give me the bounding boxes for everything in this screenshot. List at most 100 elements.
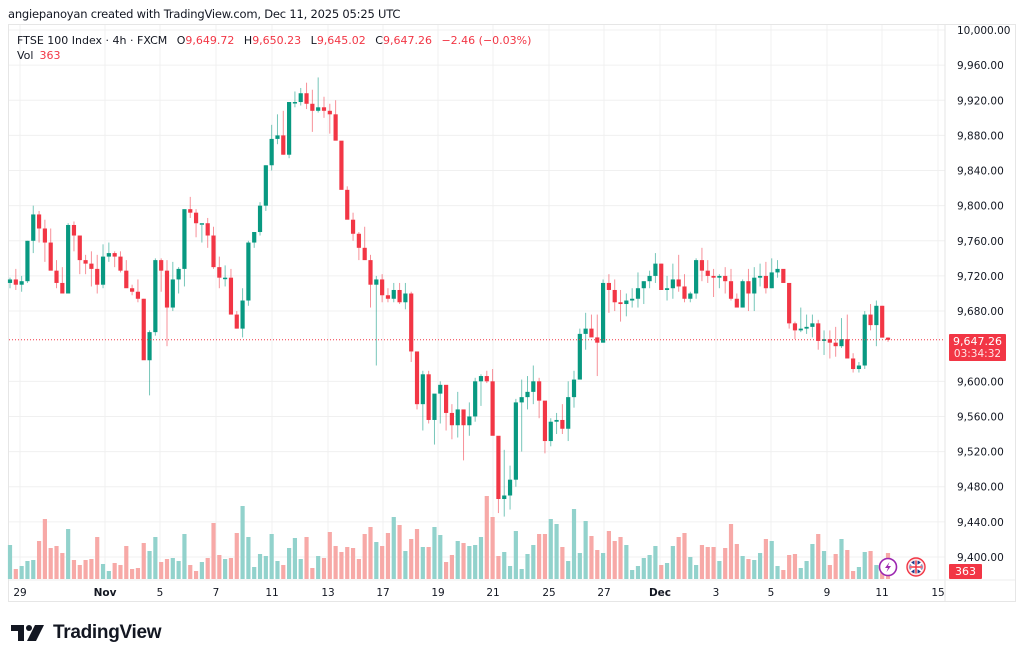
candle	[845, 314, 850, 359]
candle	[246, 240, 251, 306]
price-tick-label: 9,440.00	[957, 517, 1004, 529]
candle	[577, 328, 582, 380]
candle	[7, 277, 13, 289]
candle	[566, 381, 571, 442]
volume-bar	[763, 539, 768, 579]
volume-bar	[54, 546, 59, 579]
candle	[257, 202, 263, 236]
candle	[205, 217, 210, 248]
candle	[89, 251, 94, 287]
volume-bar	[478, 537, 484, 579]
candle	[851, 353, 856, 373]
candle	[135, 279, 141, 303]
candle	[548, 418, 553, 447]
volume-bar	[630, 570, 635, 579]
volume-bar	[449, 555, 455, 579]
volume-bar	[734, 544, 739, 579]
volume-bar	[554, 524, 559, 579]
candle	[292, 91, 298, 108]
candle	[717, 274, 722, 289]
uk-flag-icon[interactable]	[906, 557, 926, 577]
candle	[397, 282, 402, 305]
ohlc-row: FTSE 100 Index · 4h · FXCM O9,649.72 H9,…	[17, 33, 531, 48]
volume-bar	[147, 551, 152, 579]
candle	[159, 258, 164, 292]
candle	[287, 102, 292, 159]
time-tick-label: 3	[713, 587, 720, 599]
volume-bar	[188, 565, 193, 579]
candle	[327, 103, 332, 134]
volume-row: Vol 363	[17, 48, 531, 63]
lightning-icon[interactable]	[878, 557, 898, 577]
candle	[182, 209, 187, 287]
volume-bar	[333, 546, 338, 579]
volume-bar	[246, 537, 251, 579]
time-tick-label: 25	[542, 587, 555, 599]
candle	[781, 268, 786, 283]
chart-legend: FTSE 100 Index · 4h · FXCM O9,649.72 H9,…	[17, 33, 531, 63]
tradingview-logo[interactable]: TradingView	[11, 622, 162, 644]
volume-bar	[263, 556, 268, 579]
volume-bar	[868, 551, 873, 579]
volume-bar	[205, 558, 210, 579]
price-tick-label: 9,920.00	[957, 95, 1004, 107]
candle	[118, 251, 123, 273]
time-axis: 29 Nov 5 7 11 13 17 19 21 25 27 Dec 3 5 9 11 15	[13, 587, 944, 599]
volume-bar	[589, 536, 594, 579]
candle	[880, 305, 885, 338]
candle	[653, 253, 658, 283]
volume-bar	[484, 496, 489, 579]
volume-bar	[95, 537, 100, 579]
candle	[787, 282, 792, 329]
volume-bar	[595, 550, 600, 579]
volume-bar	[577, 553, 582, 579]
candle	[420, 370, 425, 431]
volume-bar	[298, 559, 303, 579]
volume-bar	[542, 534, 548, 579]
candle	[48, 228, 53, 271]
candle	[403, 282, 408, 310]
candle	[42, 219, 47, 262]
candle	[333, 100, 338, 141]
candle	[228, 268, 234, 315]
candle	[170, 261, 175, 312]
open-value: 9,649.72	[185, 34, 235, 47]
volume-bar	[83, 560, 88, 579]
candle	[630, 288, 635, 308]
candle	[298, 87, 303, 106]
candle	[356, 232, 361, 261]
volume-bar	[89, 559, 94, 579]
volume-bar	[193, 571, 199, 579]
candle	[467, 402, 472, 436]
candle	[153, 258, 158, 336]
volume-bar	[507, 566, 513, 579]
candle	[374, 275, 379, 366]
volume-bar	[688, 557, 693, 579]
candle	[217, 256, 222, 289]
volume-bar	[862, 552, 867, 579]
candle	[560, 404, 565, 435]
symbol-info[interactable]: FTSE 100 Index · 4h · FXCM	[17, 34, 168, 47]
volume-bar	[13, 569, 18, 579]
volume-bar	[821, 551, 827, 579]
volume-label[interactable]: Vol	[17, 49, 34, 62]
candle	[304, 82, 309, 110]
time-tick-label: 5	[157, 587, 164, 599]
volume-bar	[182, 534, 187, 579]
candle	[473, 377, 478, 422]
candle	[25, 240, 30, 283]
volume-bar	[670, 546, 675, 579]
volume-bar	[792, 554, 798, 579]
candle	[199, 223, 204, 243]
candle	[792, 321, 798, 340]
time-tick-label: 5	[768, 587, 775, 599]
volume-bar	[583, 521, 588, 579]
candle	[833, 326, 838, 357]
chart-credit: angiepanoyan created with TradingView.co…	[8, 7, 401, 21]
time-tick-label: 19	[431, 587, 444, 599]
high-value: 9,650.23	[252, 34, 302, 47]
candle	[757, 263, 763, 287]
price-tick-label: 9,880.00	[957, 130, 1004, 142]
volume-bar	[275, 561, 280, 579]
